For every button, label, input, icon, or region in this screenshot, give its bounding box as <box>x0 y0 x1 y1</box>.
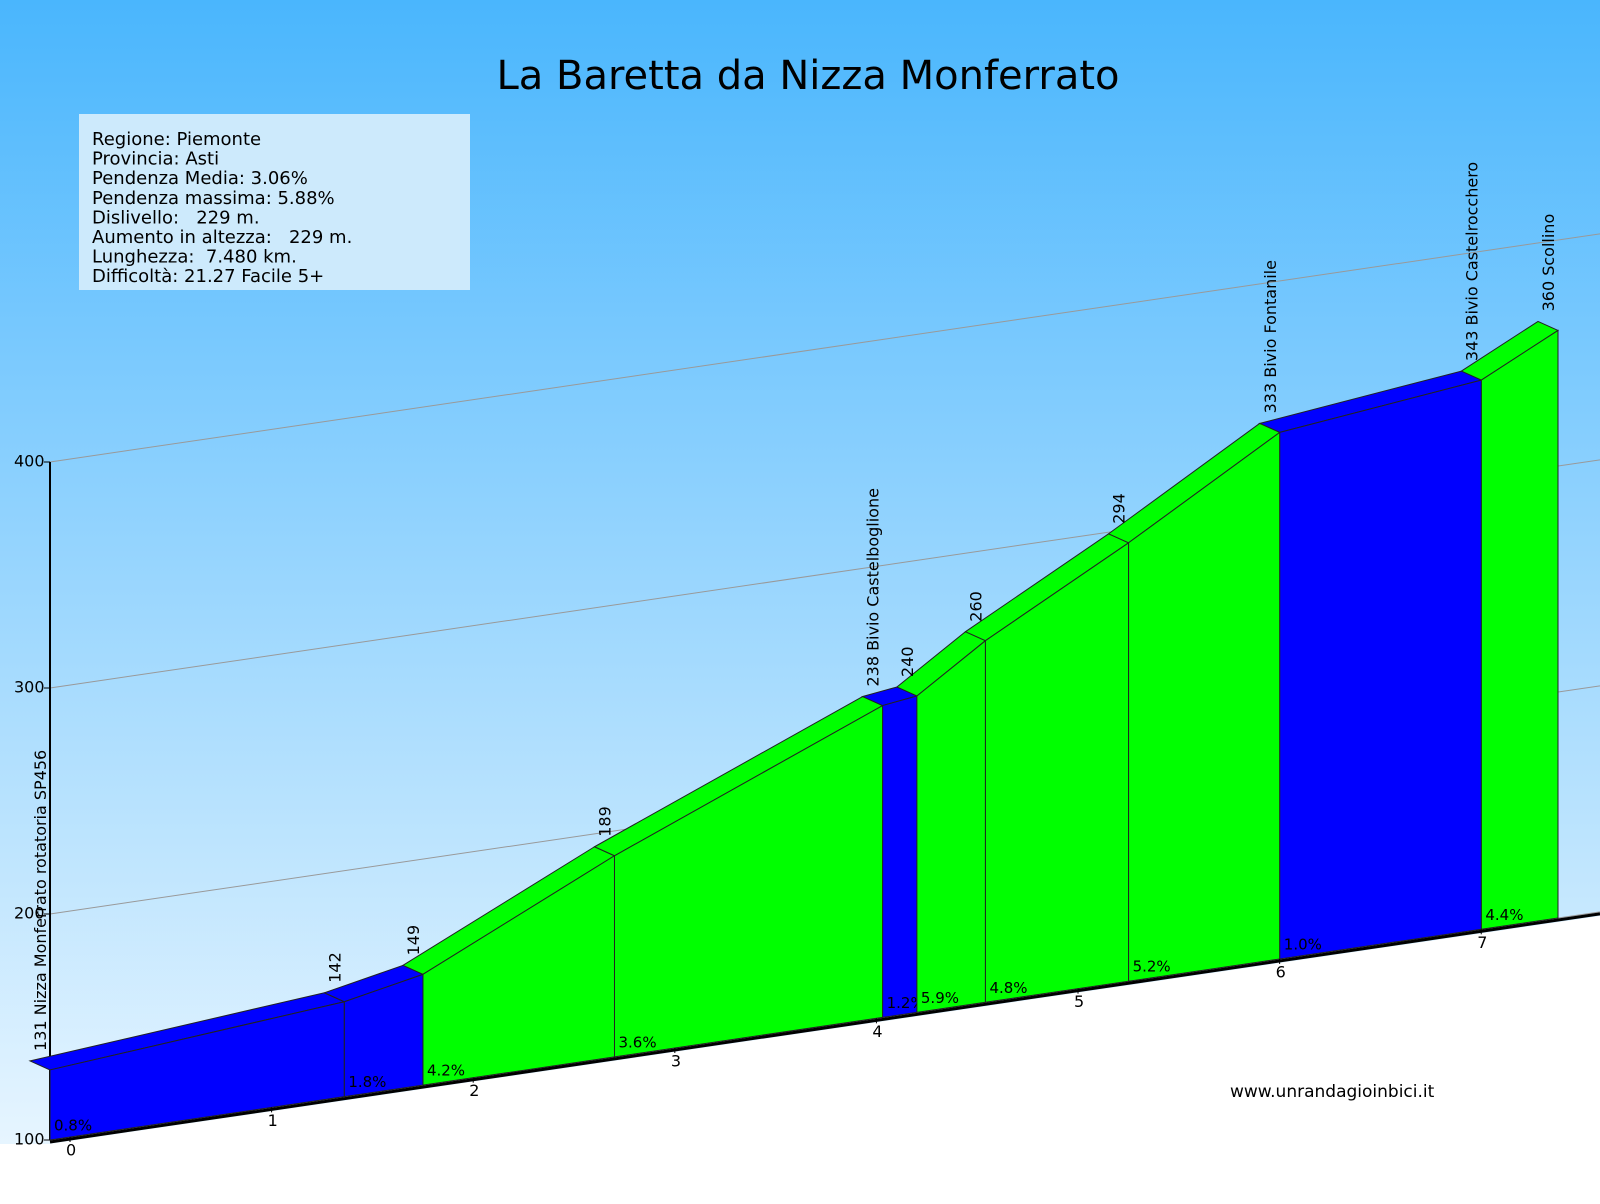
x-tick-label: 1 <box>268 1111 278 1130</box>
segment <box>916 639 986 1013</box>
grade-label: 0.8% <box>54 1117 92 1135</box>
info-line: Dislivello: 229 m. <box>92 207 260 228</box>
segment <box>1279 379 1482 960</box>
point-label: 131 Nizza Monferrato rotatoria SP456 <box>31 750 50 1051</box>
point-label: 360 Scollino <box>1539 214 1558 312</box>
info-line: Pendenza massima: 5.88% <box>92 188 335 209</box>
segment <box>1480 329 1559 930</box>
grade-label: 5.2% <box>1133 958 1171 976</box>
x-tick-label: 5 <box>1074 992 1084 1011</box>
info-line: Pendenza Media: 3.06% <box>92 168 308 189</box>
x-tick-label: 2 <box>469 1081 479 1100</box>
y-tick-label: 200 <box>14 904 45 923</box>
y-tick-label: 100 <box>14 1130 45 1149</box>
grade-label: 1.2% <box>887 994 925 1012</box>
point-label: 142 <box>325 952 344 983</box>
point-label: 343 Bivio Castelrocchero <box>1462 162 1481 361</box>
baseline <box>49 912 1600 1144</box>
point-label: 294 <box>1110 493 1129 524</box>
x-tick-label: 6 <box>1276 962 1286 981</box>
grade-label: 3.6% <box>618 1033 656 1051</box>
ground <box>0 915 1600 1200</box>
grade-label: 1.8% <box>348 1073 386 1091</box>
x-tick-label: 7 <box>1477 933 1487 952</box>
info-line: Lunghezza: 7.480 km. <box>92 247 297 268</box>
y-tick-label: 400 <box>14 452 45 471</box>
point-label: 240 <box>898 646 917 677</box>
point-label: 260 <box>966 591 985 622</box>
info-box <box>79 114 470 290</box>
grid-line <box>49 233 1600 463</box>
info-line: Regione: Piemonte <box>92 129 261 150</box>
point-label: 238 Bivio Castelboglione <box>864 488 883 686</box>
x-tick-label: 4 <box>872 1022 882 1041</box>
point-label: 189 <box>595 806 614 837</box>
grade-label: 5.9% <box>921 989 959 1007</box>
chart-title: La Baretta da Nizza Monferrato <box>497 53 1120 99</box>
grade-label: 4.4% <box>1485 906 1523 924</box>
info-line: Provincia: Asti <box>92 149 219 170</box>
point-label: 149 <box>404 925 423 956</box>
x-tick-label: 3 <box>671 1052 681 1071</box>
grade-label: 4.8% <box>989 979 1027 997</box>
x-tick-label: 0 <box>66 1141 76 1160</box>
info-line: Difficoltà: 21.27 Facile 5+ <box>92 266 324 287</box>
grade-label: 4.2% <box>427 1062 465 1080</box>
credit: www.unrandagioinbici.it <box>1230 1082 1435 1102</box>
point-label: 333 Bivio Fontanile <box>1261 260 1280 413</box>
grade-label: 1.0% <box>1284 935 1322 953</box>
info-line: Aumento in altezza: 229 m. <box>92 227 352 248</box>
segment <box>882 695 918 1019</box>
y-tick-label: 300 <box>14 678 45 697</box>
